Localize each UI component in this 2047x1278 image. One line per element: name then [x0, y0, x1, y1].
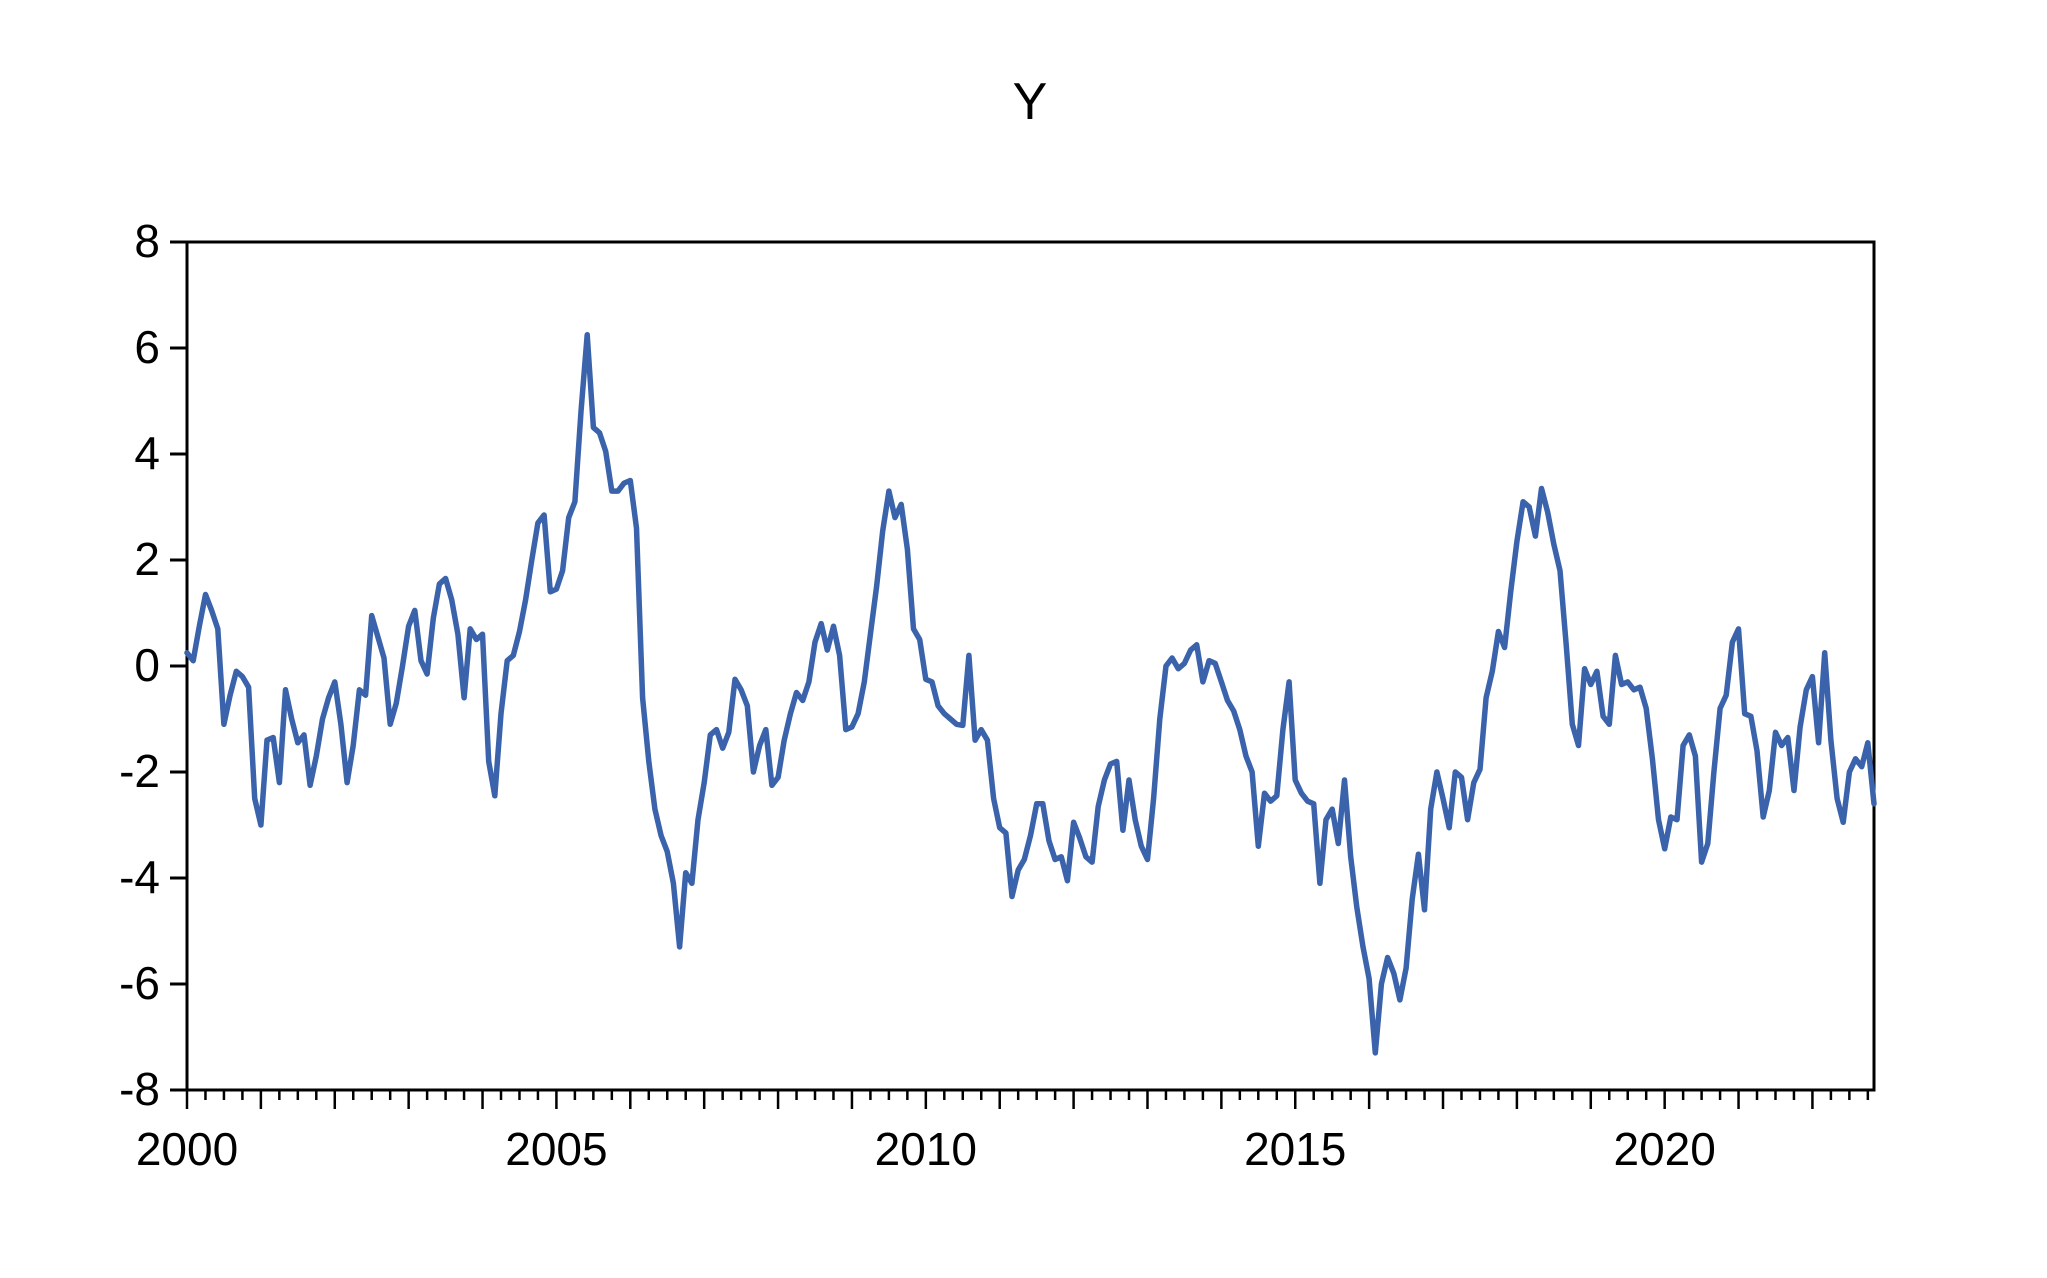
data-line-series-y [184, 332, 1877, 1056]
plot-frame [185, 240, 1876, 1092]
y-axis-tick-label: 4 [134, 427, 160, 479]
y-axis-tick-label: -8 [119, 1063, 160, 1115]
x-axis-tick-label: 2000 [136, 1123, 238, 1175]
y-axis-tick-label: 8 [134, 215, 160, 267]
y-axis-tick-label: -2 [119, 745, 160, 797]
y-axis-tick-label: 2 [134, 533, 160, 585]
chart-title: Y [1012, 73, 1049, 131]
y-axis-tick-label: 6 [134, 321, 160, 373]
x-axis-tick-label: 2005 [505, 1123, 607, 1175]
y-axis-tick-label: -6 [119, 957, 160, 1009]
y-axis-tick-label: 0 [134, 639, 160, 691]
x-axis-tick-label: 2010 [875, 1123, 977, 1175]
x-axis-tick-label: 2020 [1613, 1123, 1715, 1175]
x-axis-tick-label: 2015 [1244, 1123, 1346, 1175]
y-axis-tick-label: -4 [119, 851, 160, 903]
